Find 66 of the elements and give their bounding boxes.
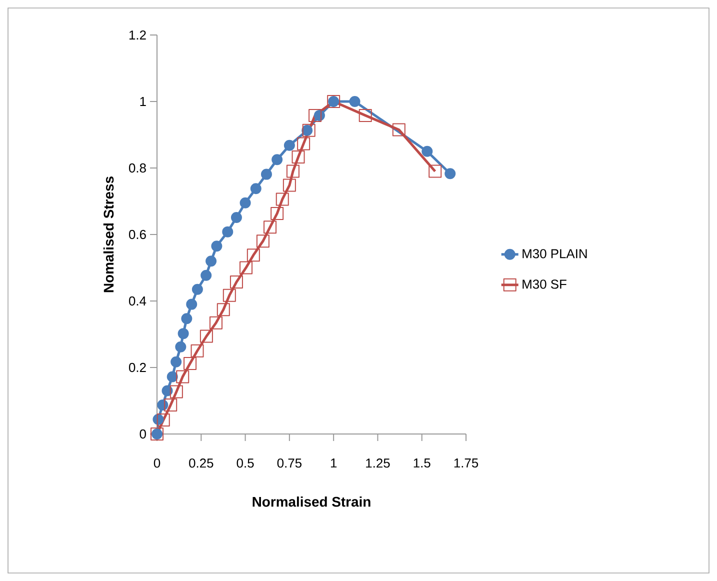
point xyxy=(192,284,203,295)
point xyxy=(264,220,277,234)
x-tick-label: 1 xyxy=(330,458,337,468)
point xyxy=(260,168,272,180)
point xyxy=(282,178,296,192)
point xyxy=(181,313,192,324)
x-tick-label: 1.75 xyxy=(454,458,478,468)
point xyxy=(170,385,183,398)
point xyxy=(270,207,284,220)
point xyxy=(211,240,222,252)
x-tick-label: 1.25 xyxy=(366,458,390,468)
point xyxy=(178,328,189,340)
y-tick-label: 0.4 xyxy=(128,296,146,306)
point xyxy=(170,356,182,368)
point xyxy=(349,96,360,107)
point xyxy=(156,414,170,427)
point xyxy=(230,276,243,289)
x-tick-label: 0.75 xyxy=(277,458,302,468)
point xyxy=(272,154,283,166)
x-axis-title: Normalised Strain xyxy=(252,496,370,507)
point xyxy=(284,140,295,151)
point xyxy=(422,146,433,157)
point xyxy=(175,341,186,352)
point xyxy=(308,108,322,122)
point xyxy=(240,261,252,274)
point xyxy=(297,137,310,150)
x-tick-label: 0 xyxy=(154,458,160,468)
legend-label: M30 SF xyxy=(522,280,566,289)
point xyxy=(392,123,406,136)
point xyxy=(276,192,289,206)
y-axis-title: Nomalised Stress xyxy=(103,176,114,292)
y-tick-label: 0.2 xyxy=(128,362,146,372)
x-tick-label: 0.5 xyxy=(236,458,254,468)
point xyxy=(200,270,212,281)
point xyxy=(444,168,456,180)
legend-label: M30 PLAIN xyxy=(522,249,587,258)
point xyxy=(302,124,316,137)
point xyxy=(164,398,178,412)
point xyxy=(166,371,178,382)
y-tick-label: 0.6 xyxy=(128,230,146,240)
point xyxy=(230,212,242,224)
point xyxy=(256,234,270,248)
y-tick-label: 1.2 xyxy=(129,30,146,40)
point xyxy=(222,288,236,302)
point xyxy=(292,150,305,164)
point xyxy=(246,248,260,262)
point xyxy=(240,197,251,208)
y-tick-label: 1 xyxy=(140,97,146,106)
point xyxy=(428,164,442,178)
point xyxy=(176,370,190,384)
point xyxy=(184,356,197,370)
point xyxy=(186,298,198,310)
point xyxy=(286,164,300,178)
point xyxy=(209,316,222,330)
point xyxy=(206,256,217,267)
point xyxy=(216,303,230,316)
y-tick-label: 0 xyxy=(140,429,146,439)
point xyxy=(222,226,234,238)
point xyxy=(302,124,313,136)
point xyxy=(358,108,372,122)
point xyxy=(190,344,204,358)
point xyxy=(200,330,213,343)
x-tick-label: 0.25 xyxy=(189,458,214,468)
x-tick-label: 1.5 xyxy=(414,458,430,468)
point xyxy=(250,183,262,194)
y-tick-label: 0.8 xyxy=(128,163,146,173)
